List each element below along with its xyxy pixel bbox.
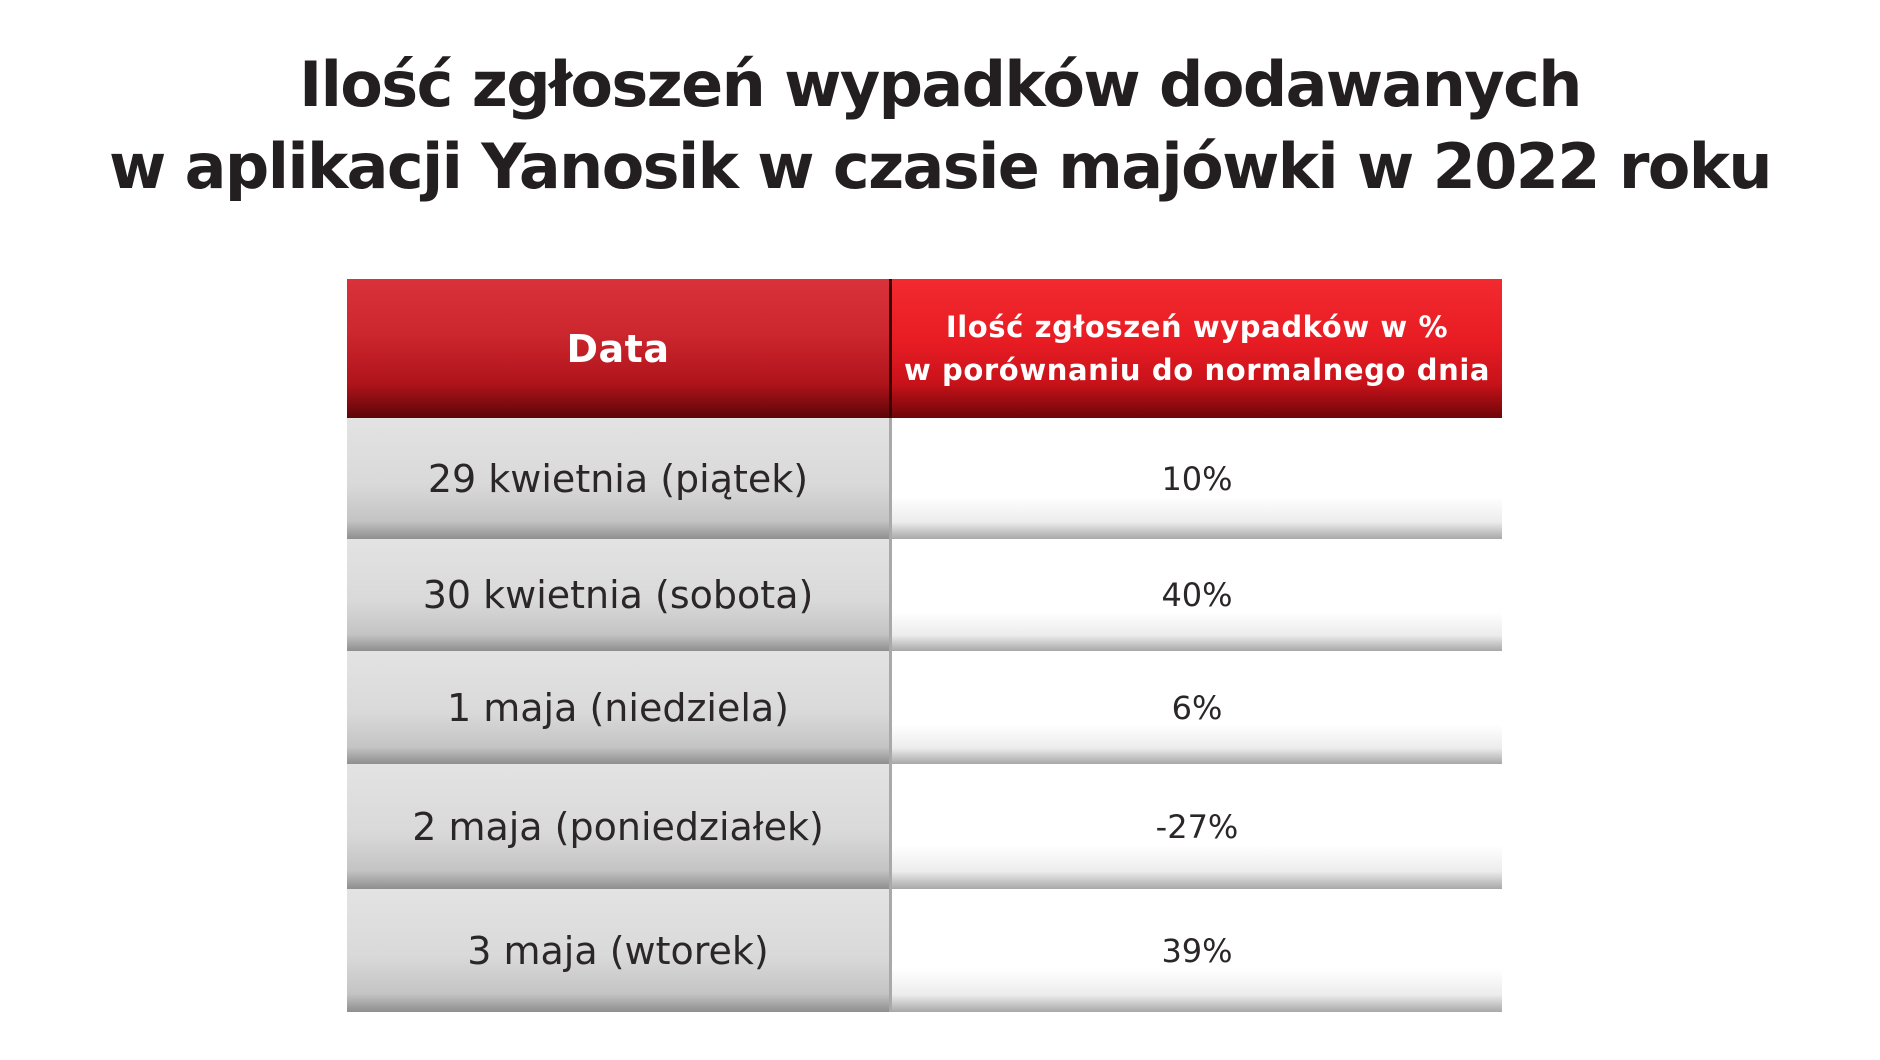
value-cell: 10% [892, 418, 1502, 539]
value-cell: 39% [892, 889, 1502, 1012]
title-line-1: Ilość zgłoszeń wypadków dodawanych [299, 48, 1582, 121]
table-row: 30 kwietnia (sobota) 40% [347, 539, 1502, 651]
value-cell: 6% [892, 651, 1502, 764]
table-row: 2 maja (poniedziałek) -27% [347, 764, 1502, 889]
accidents-table: Data Ilość zgłoszeń wypadków w % w porów… [347, 279, 1502, 1012]
date-cell: 2 maja (poniedziałek) [347, 764, 892, 889]
value-cell: -27% [892, 764, 1502, 889]
date-cell: 30 kwietnia (sobota) [347, 539, 892, 651]
header-date: Data [347, 279, 892, 418]
date-cell: 1 maja (niedziela) [347, 651, 892, 764]
page-title: Ilość zgłoszeń wypadków dodawanych w apl… [0, 44, 1880, 208]
header-value: Ilość zgłoszeń wypadków w % w porównaniu… [892, 279, 1502, 418]
date-cell: 3 maja (wtorek) [347, 889, 892, 1012]
table-row: 1 maja (niedziela) 6% [347, 651, 1502, 764]
date-cell: 29 kwietnia (piątek) [347, 418, 892, 539]
value-cell: 40% [892, 539, 1502, 651]
header-value-line-2: w porównaniu do normalnego dnia [903, 352, 1491, 387]
header-date-label: Data [566, 326, 670, 371]
header-value-line-1: Ilość zgłoszeń wypadków w % [945, 309, 1449, 344]
table-row: 29 kwietnia (piątek) 10% [347, 418, 1502, 539]
table-row: 3 maja (wtorek) 39% [347, 889, 1502, 1012]
title-line-2: w aplikacji Yanosik w czasie majówki w 2… [109, 130, 1773, 203]
